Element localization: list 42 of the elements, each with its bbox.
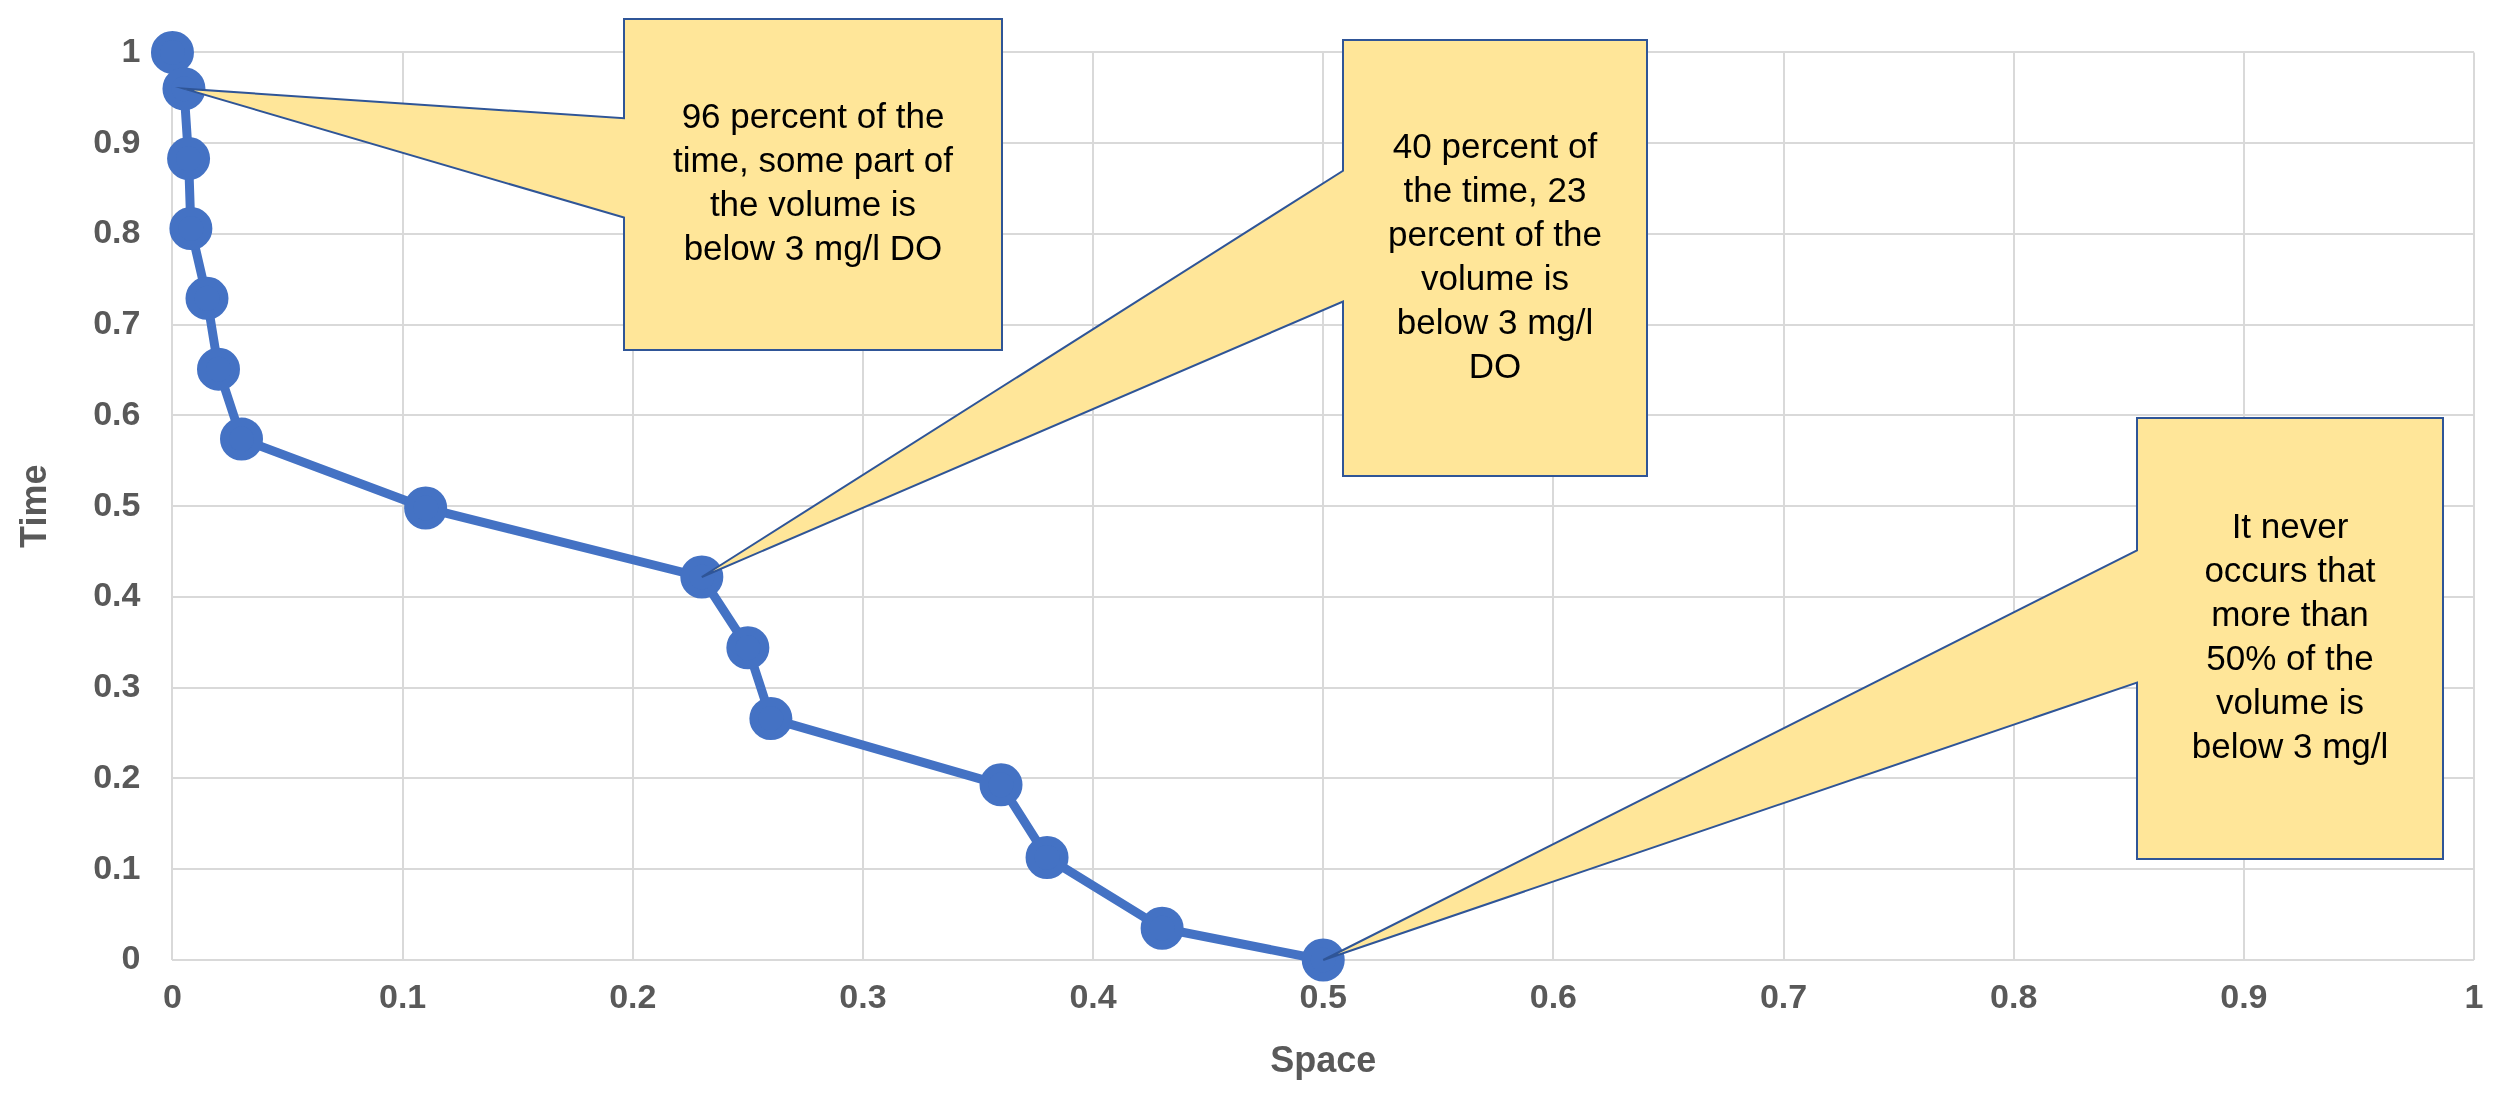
x-tick-label: 0.3 xyxy=(839,976,887,1015)
point xyxy=(162,67,206,111)
point xyxy=(169,206,213,250)
y-tick-label: 0 xyxy=(121,938,141,977)
x-tick-label: 0.9 xyxy=(2220,976,2268,1015)
y-axis-title: Time xyxy=(12,464,54,548)
point xyxy=(979,763,1023,807)
y-tick-label: 0.1 xyxy=(93,847,141,886)
point xyxy=(1025,835,1069,879)
annotation: 40 percent of the time, 23 percent of the volume is below 3 mg/l DO xyxy=(1387,125,1603,385)
y-tick-label: 0.8 xyxy=(93,212,141,251)
point xyxy=(220,417,264,461)
x-tick-label: 0.5 xyxy=(1299,976,1347,1015)
x-tick-label: 0.8 xyxy=(1990,976,2038,1015)
annotation: It never occurs that more than 50% of the volume is below 3 mg/l xyxy=(2191,506,2389,766)
point xyxy=(404,486,448,530)
point xyxy=(680,555,724,599)
y-tick-label: 1 xyxy=(121,30,141,69)
point xyxy=(1140,906,1184,950)
point xyxy=(167,137,211,181)
x-tick-label: 1 xyxy=(2464,976,2484,1015)
y-tick-label: 0.9 xyxy=(93,121,141,160)
annotation: 96 percent of the time, some part of the volume is below 3 mg/l DO xyxy=(672,96,954,268)
point xyxy=(150,30,194,74)
x-tick-label: 0.4 xyxy=(1069,976,1117,1015)
point xyxy=(1301,938,1345,982)
point xyxy=(197,347,240,391)
x-tick-label: 0.7 xyxy=(1759,976,1808,1015)
x-tick-label: 0.6 xyxy=(1529,976,1578,1015)
x-tick-label: 0.2 xyxy=(609,976,657,1015)
point xyxy=(726,626,770,670)
y-tick-label: 0.4 xyxy=(93,575,141,614)
y-tick-label: 0.6 xyxy=(93,393,141,432)
point xyxy=(749,697,793,741)
y-tick-label: 0.5 xyxy=(93,484,141,523)
x-axis-title: Space xyxy=(1270,1039,1377,1081)
y-tick-label: 0.3 xyxy=(93,666,141,705)
y-tick-label: 0.2 xyxy=(93,756,141,795)
y-tick-label: 0.7 xyxy=(93,303,141,342)
point xyxy=(185,276,229,320)
x-tick-label: 0 xyxy=(163,976,182,1015)
x-tick-label: 0.1 xyxy=(378,976,427,1015)
